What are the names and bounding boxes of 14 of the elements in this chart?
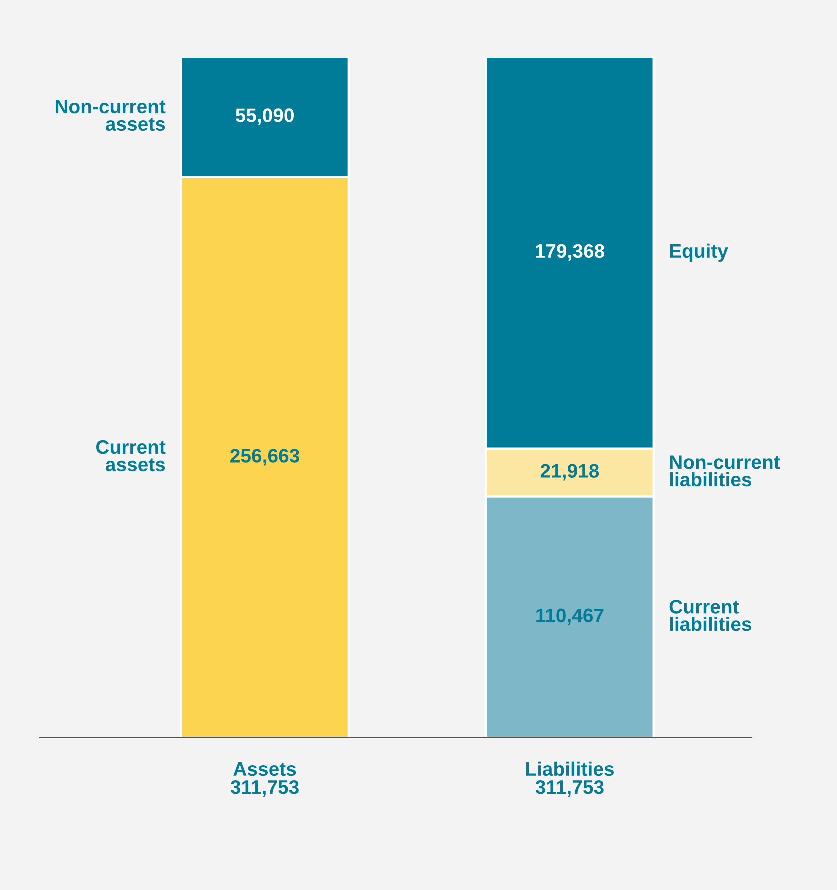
- x-tick-label: Liabilities: [526, 762, 614, 776]
- total-label: 311,753: [536, 780, 604, 798]
- data-label: 256,663: [230, 449, 300, 466]
- series-label: Current liabilities: [670, 600, 752, 632]
- series-label: Equity: [670, 244, 728, 262]
- data-label: 179,368: [536, 244, 605, 261]
- series-label: Current assets: [96, 440, 166, 472]
- data-label: 21,918: [540, 464, 600, 481]
- total-label: 311,753: [230, 780, 299, 798]
- series-label: Non-current liabilities: [670, 456, 780, 487]
- data-label: 55,090: [236, 108, 294, 126]
- series-label: Non-current assets: [56, 100, 166, 132]
- data-label: 110,467: [536, 608, 604, 626]
- x-tick-label: Assets: [234, 762, 296, 776]
